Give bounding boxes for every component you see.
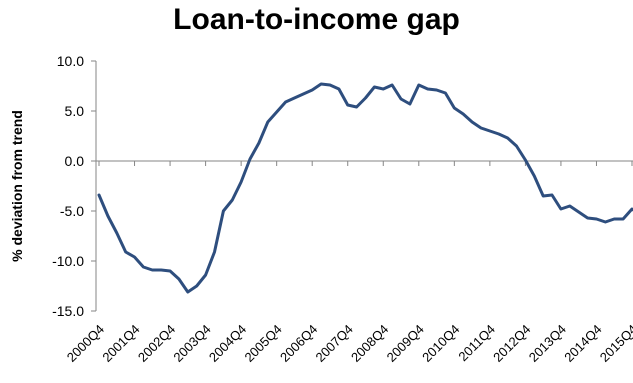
x-tick-label: 2015Q4 [597, 322, 633, 365]
y-tick-label: 0.0 [65, 153, 85, 169]
x-tick-label: 2008Q4 [348, 322, 391, 365]
x-tick-label: 2004Q4 [206, 322, 249, 365]
x-tick-label: 2010Q4 [419, 322, 462, 365]
x-tick-label: 2002Q4 [135, 322, 178, 365]
x-tick-label: 2006Q4 [277, 322, 320, 365]
y-tick-label: 10.0 [57, 53, 84, 69]
x-tick-label: 2003Q4 [170, 322, 213, 365]
y-axis-title: % deviation from trend [9, 110, 25, 262]
y-tick-label: -5.0 [60, 203, 84, 219]
x-tick-label: 2013Q4 [526, 322, 569, 365]
chart-title: Loan-to-income gap [173, 3, 460, 36]
x-tick-label: 2000Q4 [64, 322, 107, 365]
x-tick-label: 2014Q4 [561, 322, 604, 365]
x-tick-label: 2012Q4 [490, 322, 533, 365]
series-line [97, 82, 633, 294]
x-tick-label: 2009Q4 [384, 322, 427, 365]
x-tick-label: 2005Q4 [241, 322, 284, 365]
y-tick-label: 5.0 [65, 103, 85, 119]
y-tick-label: -15.0 [52, 303, 84, 319]
x-tick-label: 2011Q4 [455, 322, 498, 365]
y-tick-label: -10.0 [52, 253, 84, 269]
x-tick-label: 2007Q4 [313, 322, 356, 365]
x-tick-label: 2001Q4 [99, 322, 142, 365]
